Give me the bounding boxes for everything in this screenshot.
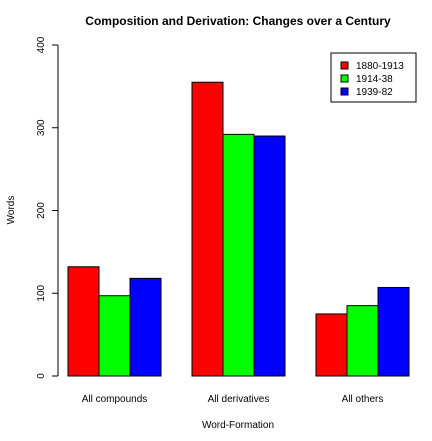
chart-title: Composition and Derivation: Changes over… bbox=[85, 14, 391, 28]
y-tick-label-0: 0 bbox=[36, 373, 47, 379]
legend-label-0: 1880-1913 bbox=[356, 61, 404, 72]
y-tick-label-1: 100 bbox=[36, 284, 47, 301]
bar-2-0 bbox=[315, 313, 348, 377]
legend-swatch-1 bbox=[340, 74, 349, 83]
x-axis-title: Word-Formation bbox=[202, 420, 274, 431]
bar-0-0 bbox=[67, 266, 100, 377]
legend-label-1: 1914-38 bbox=[356, 74, 393, 85]
legend-label-2: 1939-82 bbox=[356, 87, 393, 98]
bar-0-2 bbox=[129, 277, 162, 377]
y-tick-label-2: 200 bbox=[36, 202, 47, 219]
y-axis-title: Words bbox=[6, 196, 17, 225]
x-tick-label-1: All derivatives bbox=[208, 394, 270, 405]
legend-swatch-0 bbox=[340, 61, 349, 70]
y-axis: 0 100 200 300 400 bbox=[36, 36, 59, 379]
x-tick-label-0: All compounds bbox=[82, 394, 148, 405]
bar-1-2 bbox=[253, 135, 286, 377]
bar-2-2 bbox=[377, 286, 410, 377]
bars bbox=[67, 81, 410, 377]
bar-1-0 bbox=[191, 81, 224, 377]
bar-0-1 bbox=[98, 295, 131, 377]
legend: 1880-1913 1914-38 1939-82 bbox=[330, 52, 417, 103]
y-tick-label-4: 400 bbox=[36, 36, 47, 53]
x-axis-labels: All compounds All derivatives All others bbox=[82, 394, 384, 405]
x-tick-label-2: All others bbox=[342, 394, 384, 405]
y-tick-label-3: 300 bbox=[36, 119, 47, 136]
bar-1-1 bbox=[222, 133, 255, 377]
bar-2-1 bbox=[346, 305, 379, 377]
legend-swatch-2 bbox=[340, 87, 349, 96]
